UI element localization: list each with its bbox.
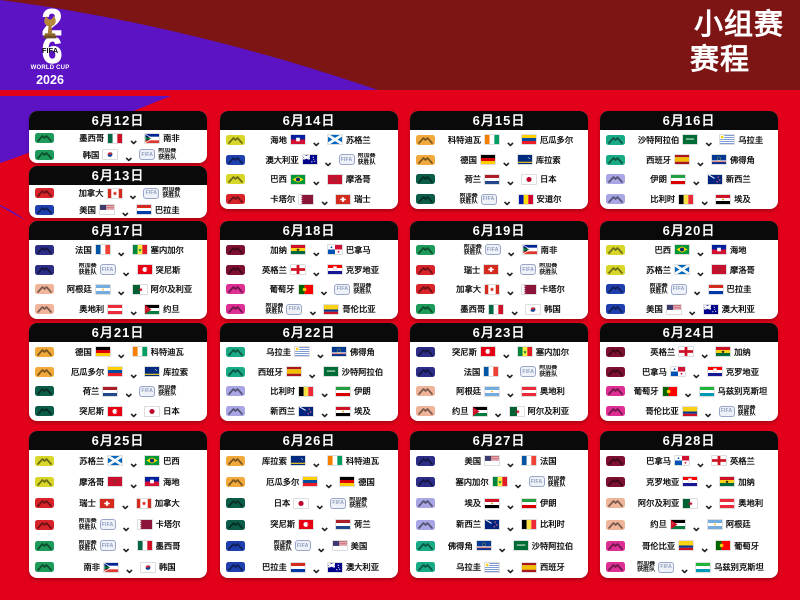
svg-text:FIFA: FIFA <box>42 46 59 55</box>
svg-text:WORLD CUP: WORLD CUP <box>31 65 70 71</box>
svg-text:2026: 2026 <box>36 73 64 87</box>
